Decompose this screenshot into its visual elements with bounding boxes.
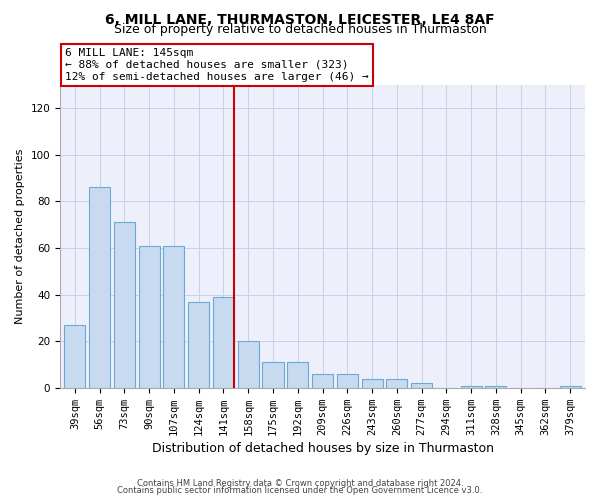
Bar [485,386,506,388]
Bar [238,341,259,388]
Bar [163,246,184,388]
Bar [287,362,308,388]
Bar [461,386,482,388]
Bar [114,222,135,388]
Bar [188,302,209,388]
Text: 6, MILL LANE, THURMASTON, LEICESTER, LE4 8AF: 6, MILL LANE, THURMASTON, LEICESTER, LE4… [105,12,495,26]
Bar [262,362,284,388]
Bar [213,297,234,388]
Bar [89,187,110,388]
X-axis label: Distribution of detached houses by size in Thurmaston: Distribution of detached houses by size … [152,442,494,455]
Bar [362,378,383,388]
Bar [139,246,160,388]
Bar [411,383,432,388]
Bar [312,374,333,388]
Text: 6 MILL LANE: 145sqm
← 88% of detached houses are smaller (323)
12% of semi-detac: 6 MILL LANE: 145sqm ← 88% of detached ho… [65,48,369,82]
Text: Contains HM Land Registry data © Crown copyright and database right 2024.: Contains HM Land Registry data © Crown c… [137,478,463,488]
Y-axis label: Number of detached properties: Number of detached properties [15,148,25,324]
Text: Contains public sector information licensed under the Open Government Licence v3: Contains public sector information licen… [118,486,482,495]
Text: Size of property relative to detached houses in Thurmaston: Size of property relative to detached ho… [113,24,487,36]
Bar [337,374,358,388]
Bar [386,378,407,388]
Bar [560,386,581,388]
Bar [64,325,85,388]
